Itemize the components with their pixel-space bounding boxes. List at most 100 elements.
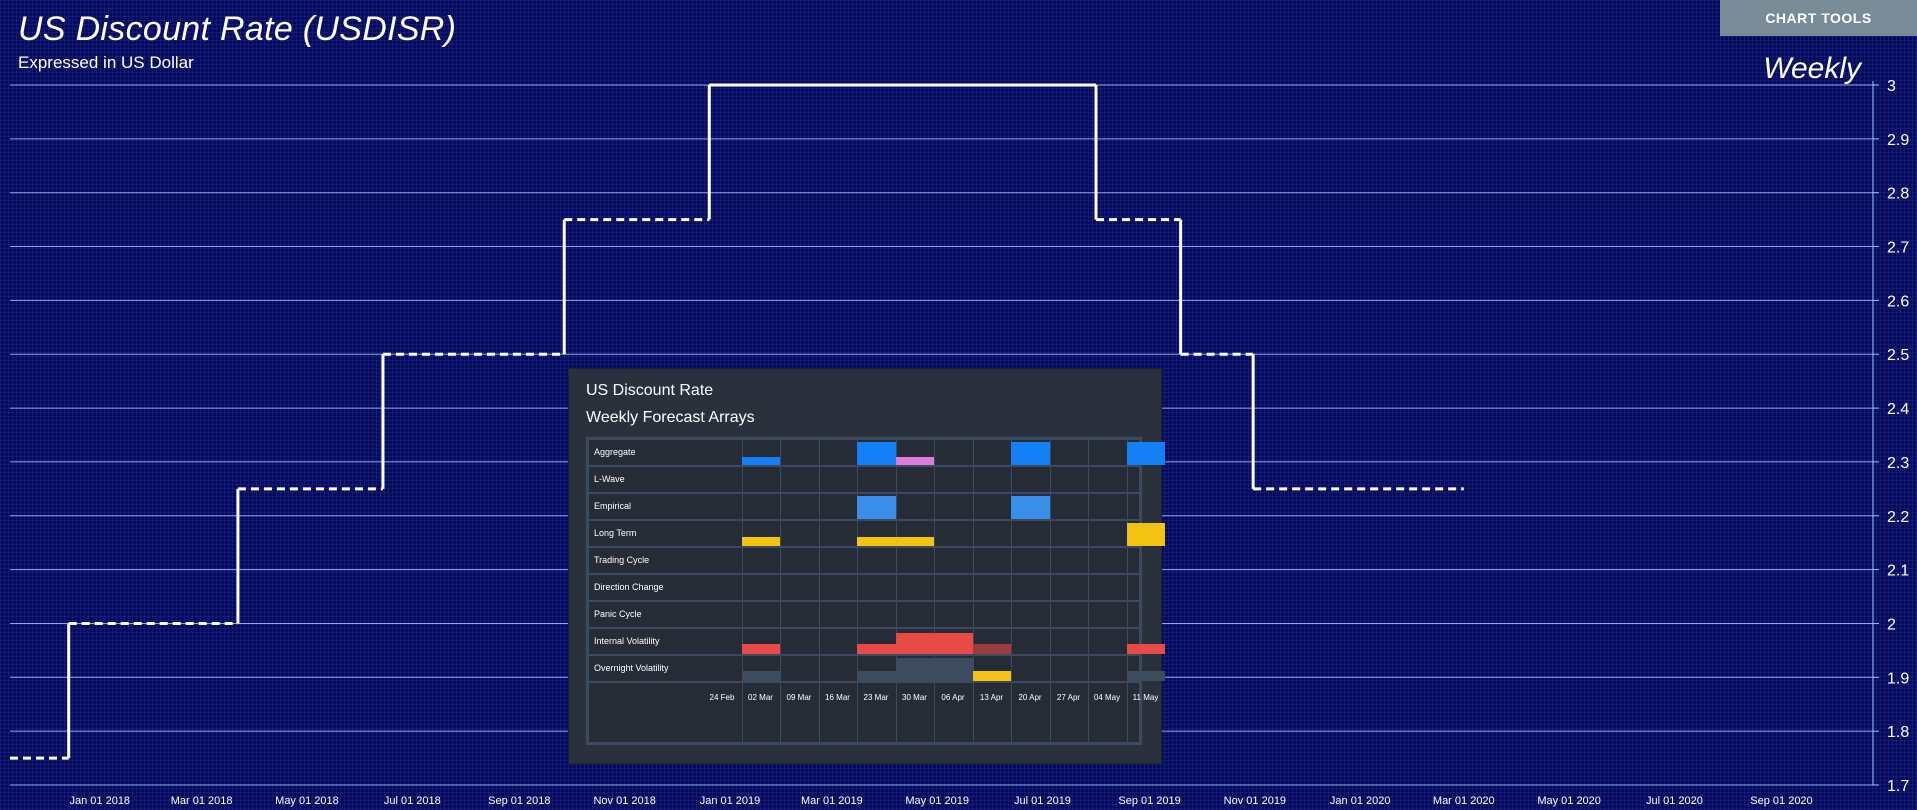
forecast-column-divider [818, 440, 820, 742]
forecast-date-label: 30 Mar [902, 693, 927, 702]
forecast-row: L-Wave [589, 467, 1139, 494]
forecast-date-label: 16 Mar [825, 693, 850, 702]
forecast-row-label: Trading Cycle [594, 555, 650, 565]
x-tick-label: May 01 2018 [275, 795, 339, 807]
forecast-row: Empirical [589, 494, 1139, 521]
forecast-cell [1126, 671, 1165, 681]
forecast-row-label: L-Wave [594, 474, 625, 484]
forecast-cell [741, 671, 780, 681]
forecast-date-label: 11 May [1132, 693, 1159, 702]
forecast-cell [741, 644, 780, 654]
chart-subtitle: Expressed in US Dollar [18, 53, 194, 72]
y-tick-label: 2.5 [1887, 347, 1909, 364]
x-tick-label: Jul 01 2020 [1646, 795, 1703, 807]
forecast-date-label: 24 Feb [709, 693, 735, 702]
forecast-cell [1126, 644, 1165, 654]
forecast-cell [1011, 442, 1050, 465]
forecast-panel-title: US Discount Rate [586, 382, 714, 399]
x-tick-label: Sep 01 2019 [1118, 795, 1180, 807]
forecast-column-divider [895, 440, 897, 742]
forecast-cell [741, 537, 780, 546]
forecast-cell [1126, 523, 1165, 546]
x-tick-label: Nov 01 2018 [593, 795, 655, 807]
forecast-cell [857, 671, 896, 681]
forecast-cell [895, 537, 934, 546]
forecast-row: Trading Cycle [589, 548, 1139, 575]
forecast-date-label: 09 Mar [786, 693, 812, 702]
y-tick-label: 2.9 [1887, 132, 1909, 149]
forecast-grid: Aggregate L-Wave Empirical Long Term Trading… [586, 437, 1165, 745]
forecast-date-label: 23 Mar [863, 693, 889, 702]
forecast-cell [857, 644, 896, 654]
forecast-column-divider [972, 440, 974, 742]
forecast-row-label: Panic Cycle [594, 609, 642, 619]
y-tick-label: 2.2 [1887, 509, 1909, 526]
x-tick-label: Jan 01 2018 [70, 795, 131, 807]
y-tick-label: 2.3 [1887, 455, 1909, 472]
x-tick-label: Jul 01 2018 [384, 795, 441, 807]
x-tick-label: Jul 01 2019 [1014, 795, 1071, 807]
y-tick-label: 1.9 [1887, 670, 1909, 687]
forecast-row-label: Direction Change [594, 582, 664, 592]
forecast-date-label: 02 Mar [748, 693, 773, 702]
x-tick-label: Mar 01 2020 [1433, 795, 1495, 807]
forecast-column-divider [934, 440, 935, 742]
x-tick-label: Mar 01 2018 [171, 795, 233, 807]
forecast-column-divider [1126, 440, 1128, 742]
y-tick-label: 1.7 [1887, 778, 1909, 795]
forecast-date-label: 06 Apr [941, 693, 965, 702]
frequency-label: Weekly [1763, 52, 1861, 85]
series-line [10, 83, 1464, 760]
forecast-row: Panic Cycle [589, 602, 1139, 629]
forecast-cell [1126, 442, 1165, 465]
y-tick-label: 2 [1887, 616, 1896, 633]
forecast-row-label: Overnight Volatility [594, 663, 669, 673]
x-tick-label: Sep 01 2018 [488, 795, 550, 807]
y-tick-label: 1.8 [1887, 724, 1909, 741]
chart-tools-button[interactable]: CHART TOOLS [1720, 0, 1917, 36]
forecast-row: Direction Change [589, 575, 1139, 602]
forecast-row: Overnight Volatility [589, 656, 1139, 683]
forecast-column-divider [1049, 440, 1051, 742]
axes: 1.7 1.8 1.9 2 2.1 2.2 2.3 2.4 2.5 2.6 2.7 2.8 2.9 3 Ja… [70, 78, 1910, 807]
forecast-date-label: 04 May [1093, 693, 1121, 702]
forecast-column-divider [857, 440, 858, 742]
y-tick-label: 2.6 [1887, 293, 1909, 310]
forecast-row: Aggregate [589, 440, 1139, 467]
forecast-panel: US Discount Rate Weekly Forecast Arrays … [568, 368, 1165, 764]
forecast-cell [857, 442, 896, 465]
forecast-cell [895, 633, 934, 654]
forecast-cell [934, 658, 973, 681]
y-tick-label: 2.8 [1887, 186, 1909, 203]
forecast-cell [895, 457, 934, 465]
forecast-cell [934, 633, 973, 654]
forecast-cell [857, 537, 896, 546]
forecast-cell [741, 457, 780, 465]
forecast-row-label: Long Term [594, 528, 637, 538]
forecast-row: Long Term [589, 521, 1139, 548]
forecast-cell [895, 658, 934, 681]
forecast-row-label: Internal Volatility [594, 636, 660, 646]
forecast-date-label: 27 Apr [1056, 693, 1081, 702]
forecast-cell [1011, 496, 1050, 519]
x-tick-label: May 01 2019 [905, 795, 969, 807]
forecast-column-divider [741, 440, 743, 742]
x-tick-label: Mar 01 2019 [801, 795, 863, 807]
x-tick-label: May 01 2020 [1537, 795, 1601, 807]
forecast-date-label: 20 Apr [1018, 693, 1042, 702]
forecast-row: Internal Volatility [589, 629, 1139, 656]
forecast-column-divider [1088, 440, 1089, 742]
forecast-cell [972, 644, 1011, 654]
forecast-cell [857, 496, 896, 519]
forecast-row-label: Aggregate [594, 447, 636, 457]
x-tick-label: Nov 01 2019 [1224, 795, 1286, 807]
forecast-row-label: Empirical [594, 501, 632, 511]
y-tick-label: 3 [1887, 78, 1896, 95]
forecast-panel-subtitle: Weekly Forecast Arrays [586, 409, 755, 426]
x-tick-label: Jan 01 2020 [1330, 795, 1391, 807]
forecast-column-divider [780, 440, 781, 742]
x-tick-label: Jan 01 2019 [700, 795, 761, 807]
y-tick-label: 2.7 [1887, 240, 1909, 257]
y-tick-label: 2.1 [1887, 563, 1909, 580]
forecast-cell [972, 671, 1011, 681]
